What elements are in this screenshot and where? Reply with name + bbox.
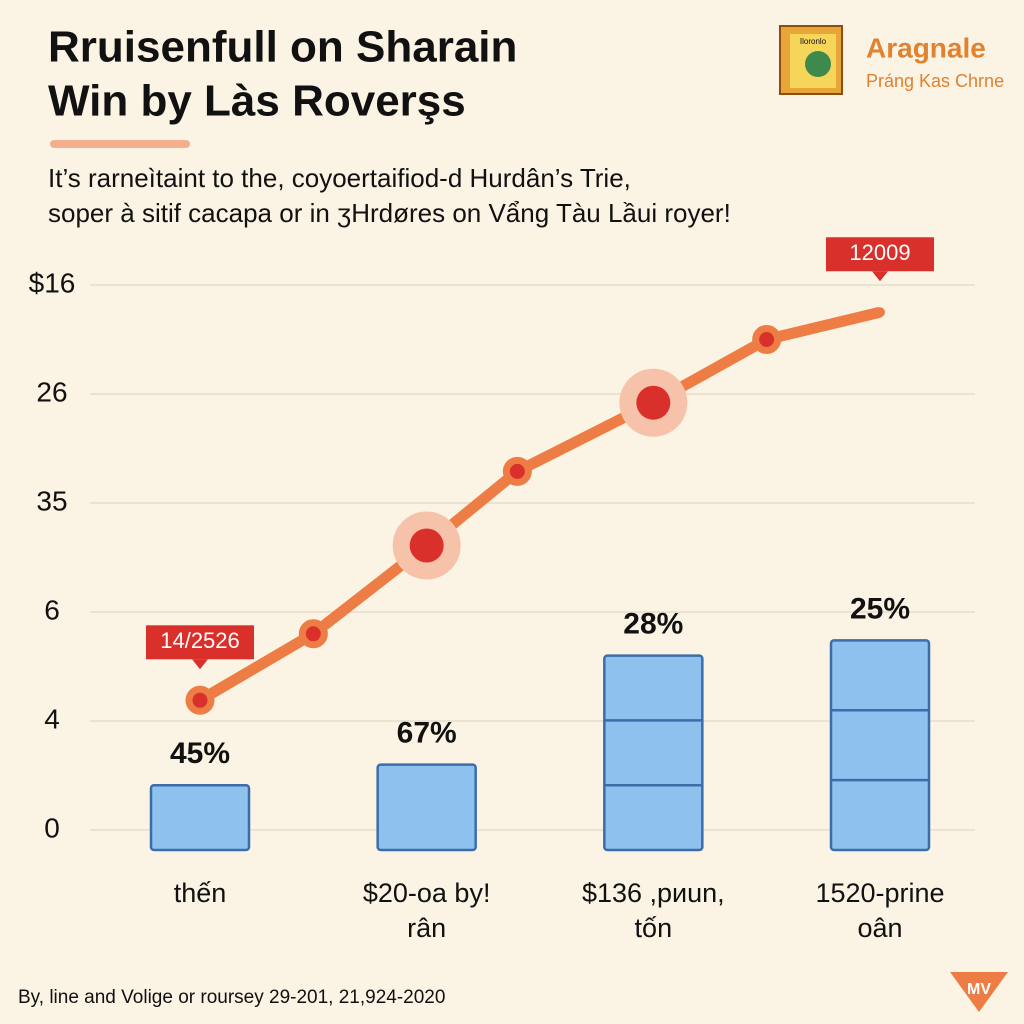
- x-tick-sublabel: oân: [857, 913, 902, 943]
- footer-note: By, line and Volige or roursey 29-201, 2…: [18, 987, 445, 1008]
- x-tick-sublabel: rân: [407, 913, 446, 943]
- logo-box-text: Iloronlo: [800, 37, 827, 46]
- bar-label: 45%: [170, 737, 230, 770]
- annotation: 14/2526: [146, 625, 254, 670]
- annotation-pointer: [872, 271, 888, 282]
- title: Rruisenfull on Sharain: [48, 23, 517, 72]
- point: [298, 619, 328, 649]
- annotation-pointer: [192, 659, 208, 670]
- y-tick-label: 35: [36, 485, 67, 516]
- annotation: 12009: [826, 237, 934, 282]
- y-tick-label: 0: [44, 812, 60, 843]
- annotation-text: 12009: [849, 240, 910, 265]
- title-underline: [50, 140, 190, 148]
- money-bar: [376, 763, 477, 852]
- bar-label: 28%: [623, 608, 683, 641]
- logo: Iloronlo Aragnale Práng Kas Chrne: [779, 25, 1004, 95]
- money-bar: [829, 639, 931, 852]
- x-tick-label: 1520-prine: [815, 878, 944, 908]
- point: [409, 528, 444, 563]
- money-bar: [603, 654, 704, 852]
- y-tick-label: 6: [44, 594, 60, 625]
- point: [502, 456, 532, 486]
- x-tick-label: $20-oa by!: [363, 878, 491, 908]
- logo-title: Aragnale: [866, 32, 986, 63]
- point: [636, 385, 671, 420]
- annotation-box: [826, 237, 934, 272]
- y-tick-label: 26: [36, 376, 67, 407]
- logo-icon: [805, 51, 831, 77]
- title: Win by Làs Roverşs: [48, 77, 466, 126]
- point: [875, 307, 885, 318]
- x-tick-label: thến: [174, 878, 227, 908]
- x-tick-label: $136 ,pиun,: [582, 878, 725, 908]
- bar-label: 67%: [397, 717, 457, 750]
- y-tick-label: 4: [44, 703, 60, 734]
- subtitle: It’s rarneìtaint to the, coyoertaifiod-d…: [48, 163, 631, 193]
- bar-label: 25%: [850, 592, 910, 625]
- point: [752, 325, 782, 354]
- badge: MV: [967, 981, 991, 998]
- y-tick-label: $16: [29, 267, 76, 298]
- badge-shape: [950, 972, 1008, 1012]
- point: [185, 685, 215, 715]
- logo-subtitle: Práng Kas Chrne: [866, 71, 1004, 91]
- annotation-box: [146, 625, 254, 660]
- subtitle: soper à sitif cacapa or in ʒHrdøres on V…: [48, 198, 731, 228]
- annotation-text: 14/2526: [160, 628, 240, 653]
- money-bar: [149, 784, 251, 852]
- x-tick-sublabel: tốn: [635, 913, 673, 943]
